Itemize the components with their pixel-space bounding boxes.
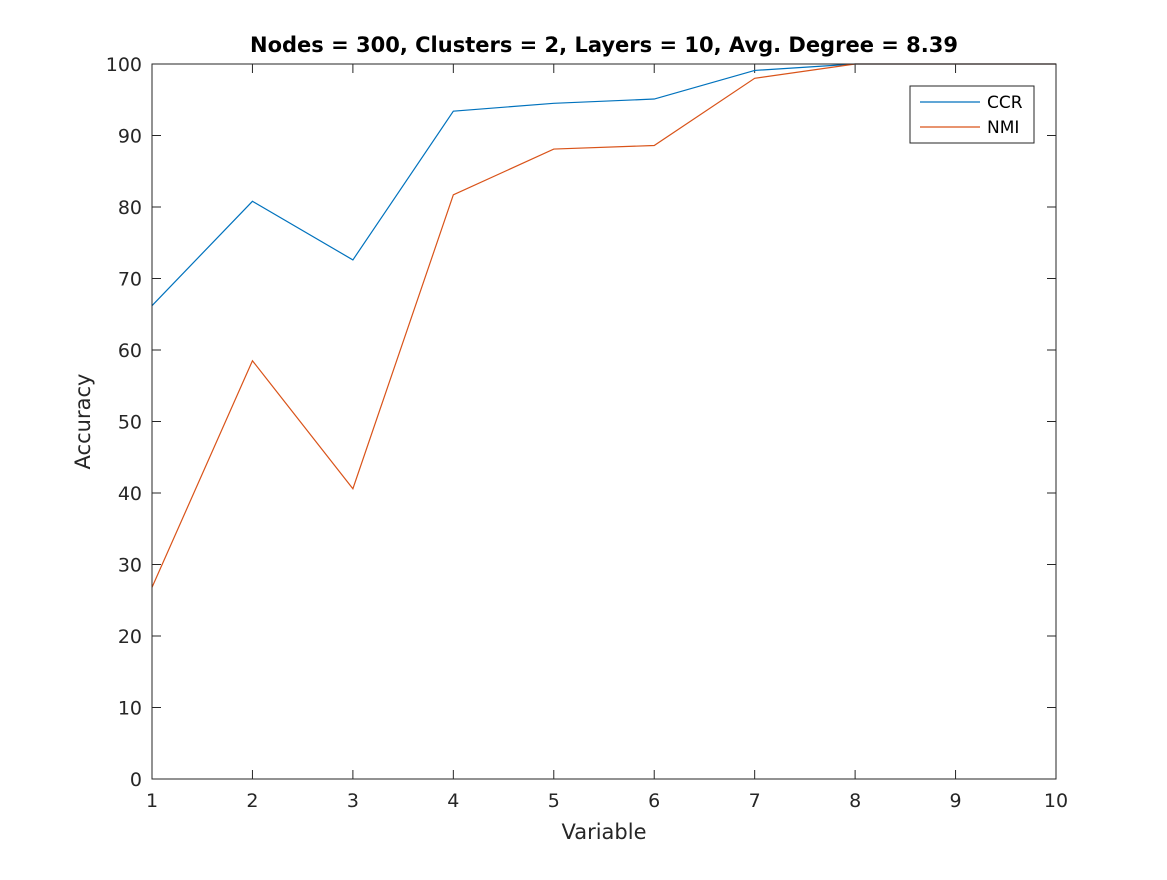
y-tick-label: 60	[118, 340, 142, 362]
x-tick-label: 1	[146, 790, 158, 812]
x-axis-title: Variable	[561, 820, 646, 844]
plot-area	[152, 64, 1056, 779]
x-tick-label: 9	[950, 790, 962, 812]
y-tick-label: 80	[118, 197, 142, 219]
legend: CCR NMI	[910, 86, 1034, 143]
y-tick-label: 30	[118, 555, 142, 577]
y-axis-title: Accuracy	[71, 374, 95, 470]
y-tick-label: 50	[118, 412, 142, 434]
x-tick-label: 4	[447, 790, 459, 812]
chart-title: Nodes = 300, Clusters = 2, Layers = 10, …	[250, 33, 958, 57]
y-tick-label: 40	[118, 483, 142, 505]
legend-label-nmi: NMI	[987, 118, 1019, 138]
y-tick-label: 20	[118, 626, 142, 648]
x-tick-label: 8	[849, 790, 861, 812]
x-tick-label: 3	[347, 790, 359, 812]
x-tick-label: 2	[246, 790, 258, 812]
legend-label-ccr: CCR	[987, 93, 1023, 113]
y-tick-label: 0	[130, 769, 142, 791]
x-tick-label: 7	[749, 790, 761, 812]
x-tick-label: 6	[648, 790, 660, 812]
x-tick-label: 10	[1044, 790, 1068, 812]
y-tick-label: 70	[118, 269, 142, 291]
y-tick-label: 100	[106, 54, 142, 76]
y-tick-label: 90	[118, 126, 142, 148]
x-tick-label: 5	[548, 790, 560, 812]
y-tick-label: 10	[118, 698, 142, 720]
